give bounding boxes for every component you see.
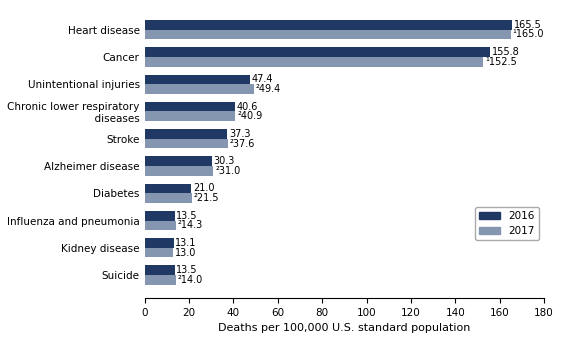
Bar <box>145 139 228 148</box>
Bar <box>145 102 234 112</box>
Text: 40.6: 40.6 <box>237 102 258 112</box>
Bar <box>145 193 192 203</box>
Bar <box>145 211 174 221</box>
Text: 165.5: 165.5 <box>514 20 541 30</box>
Text: ²40.9: ²40.9 <box>237 111 263 121</box>
Text: ²49.4: ²49.4 <box>256 84 281 94</box>
Text: 13.1: 13.1 <box>176 238 197 248</box>
Bar <box>145 238 174 248</box>
Text: ²14.3: ²14.3 <box>178 220 203 230</box>
Bar <box>145 75 250 84</box>
Text: ²21.5: ²21.5 <box>194 193 219 203</box>
X-axis label: Deaths per 100,000 U.S. standard population: Deaths per 100,000 U.S. standard populat… <box>218 323 471 333</box>
Bar <box>145 184 191 193</box>
Text: ²14.0: ²14.0 <box>177 275 203 285</box>
Bar <box>145 266 174 275</box>
Text: ²37.6: ²37.6 <box>230 138 255 149</box>
Text: 37.3: 37.3 <box>229 129 251 139</box>
Bar <box>145 221 176 230</box>
Text: 47.4: 47.4 <box>251 74 273 84</box>
Text: 155.8: 155.8 <box>492 47 520 57</box>
Bar <box>145 156 212 166</box>
Bar <box>145 84 254 94</box>
Bar <box>145 47 490 57</box>
Bar <box>145 112 236 121</box>
Bar <box>145 248 173 257</box>
Bar <box>145 129 227 139</box>
Text: 13.5: 13.5 <box>176 211 198 221</box>
Bar <box>145 30 511 39</box>
Text: ²31.0: ²31.0 <box>215 166 241 176</box>
Bar <box>145 275 176 285</box>
Legend: 2016, 2017: 2016, 2017 <box>475 207 539 240</box>
Text: ¹152.5: ¹152.5 <box>485 57 517 67</box>
Bar <box>145 166 213 175</box>
Text: 13.5: 13.5 <box>176 265 198 275</box>
Text: 13.0: 13.0 <box>175 248 196 257</box>
Text: 21.0: 21.0 <box>193 184 214 193</box>
Bar <box>145 57 483 67</box>
Text: 30.3: 30.3 <box>214 156 235 166</box>
Bar <box>145 20 512 30</box>
Text: ¹165.0: ¹165.0 <box>513 30 544 39</box>
